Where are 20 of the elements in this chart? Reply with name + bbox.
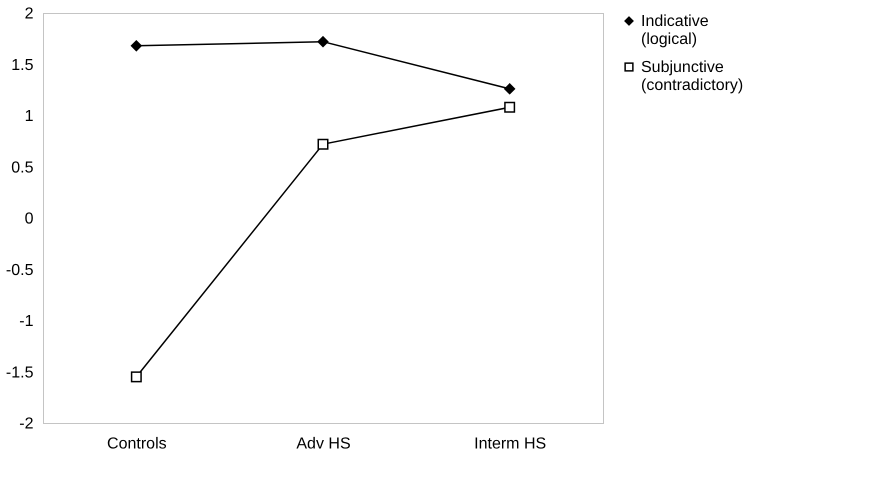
point — [130, 371, 142, 382]
point — [130, 40, 142, 52]
x-tick-label: Controls — [107, 436, 167, 452]
y-tick-label: 0 — [24, 210, 34, 228]
point — [504, 83, 516, 94]
y-tick-label: -1 — [19, 313, 34, 330]
legend-label: Indicative (logical) — [641, 13, 709, 48]
y-tick-label: 1.5 — [11, 56, 34, 74]
y-tick-label: -1.5 — [6, 364, 34, 382]
point — [504, 102, 516, 113]
point — [318, 138, 328, 150]
y-tick-label: -2 — [19, 416, 34, 432]
point — [318, 36, 328, 48]
x-tick-label: Interm HS — [474, 436, 546, 452]
y-tick-label: 1 — [24, 108, 34, 125]
x-tick-label: Adv HS — [296, 436, 351, 452]
y-tick-label: 2 — [24, 6, 34, 22]
legend-label: Subjunctive (contradictory) — [641, 59, 744, 94]
y-tick-label: -0.5 — [6, 262, 34, 279]
y-tick-label: 0.5 — [11, 159, 34, 176]
